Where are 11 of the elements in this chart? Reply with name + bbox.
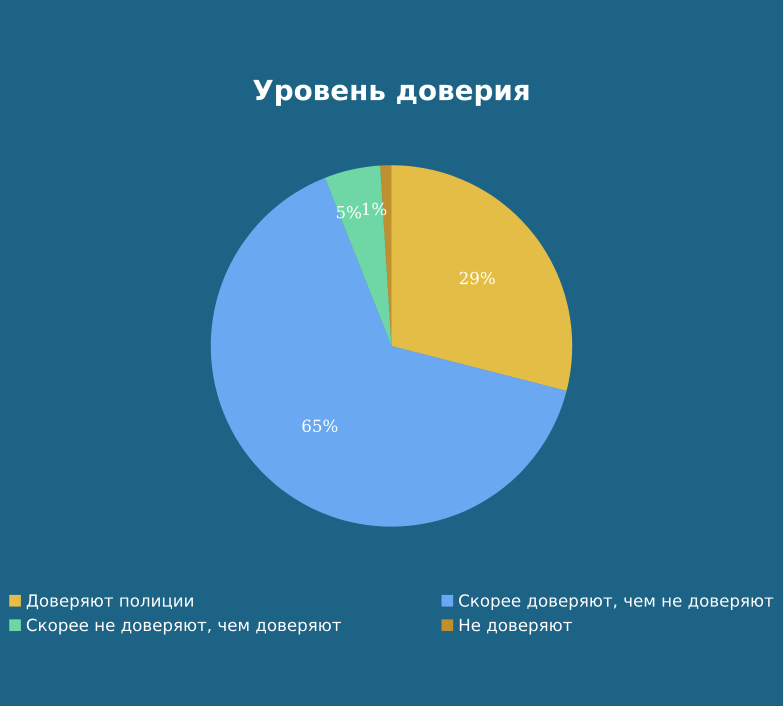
pie-slice: [392, 165, 572, 391]
legend-label: Скорее доверяют, чем не доверяют: [459, 594, 774, 610]
legend-label: Доверяют полиции: [26, 594, 193, 610]
data-label: 5%: [336, 206, 362, 218]
legend-label: Не доверяют: [460, 618, 572, 635]
pie-slice: [324, 166, 392, 346]
chart-title: Уровень доверия: [253, 80, 528, 106]
pie-slice: [210, 178, 567, 527]
data-label: 65%: [302, 420, 338, 432]
legend-label: Скорее не доверяют, чем доверяют: [26, 618, 341, 635]
data-label: 29%: [460, 272, 495, 284]
